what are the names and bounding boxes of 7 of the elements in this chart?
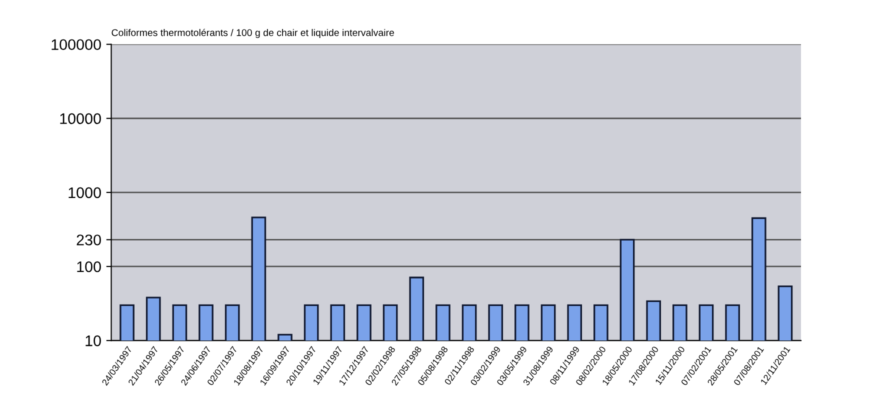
chart-title: Coliformes thermotolérants / 100 g de chair et liquide intervalvaire <box>112 28 394 38</box>
y-tick-label: 10000 <box>60 113 101 124</box>
y-tick-label: 10 <box>86 335 101 346</box>
y-tick-label: 100000 <box>52 39 101 50</box>
y-tick-label: 230 <box>76 234 101 246</box>
y-tick-label: 100 <box>77 261 101 272</box>
y-tick-label: 1000 <box>68 187 101 198</box>
